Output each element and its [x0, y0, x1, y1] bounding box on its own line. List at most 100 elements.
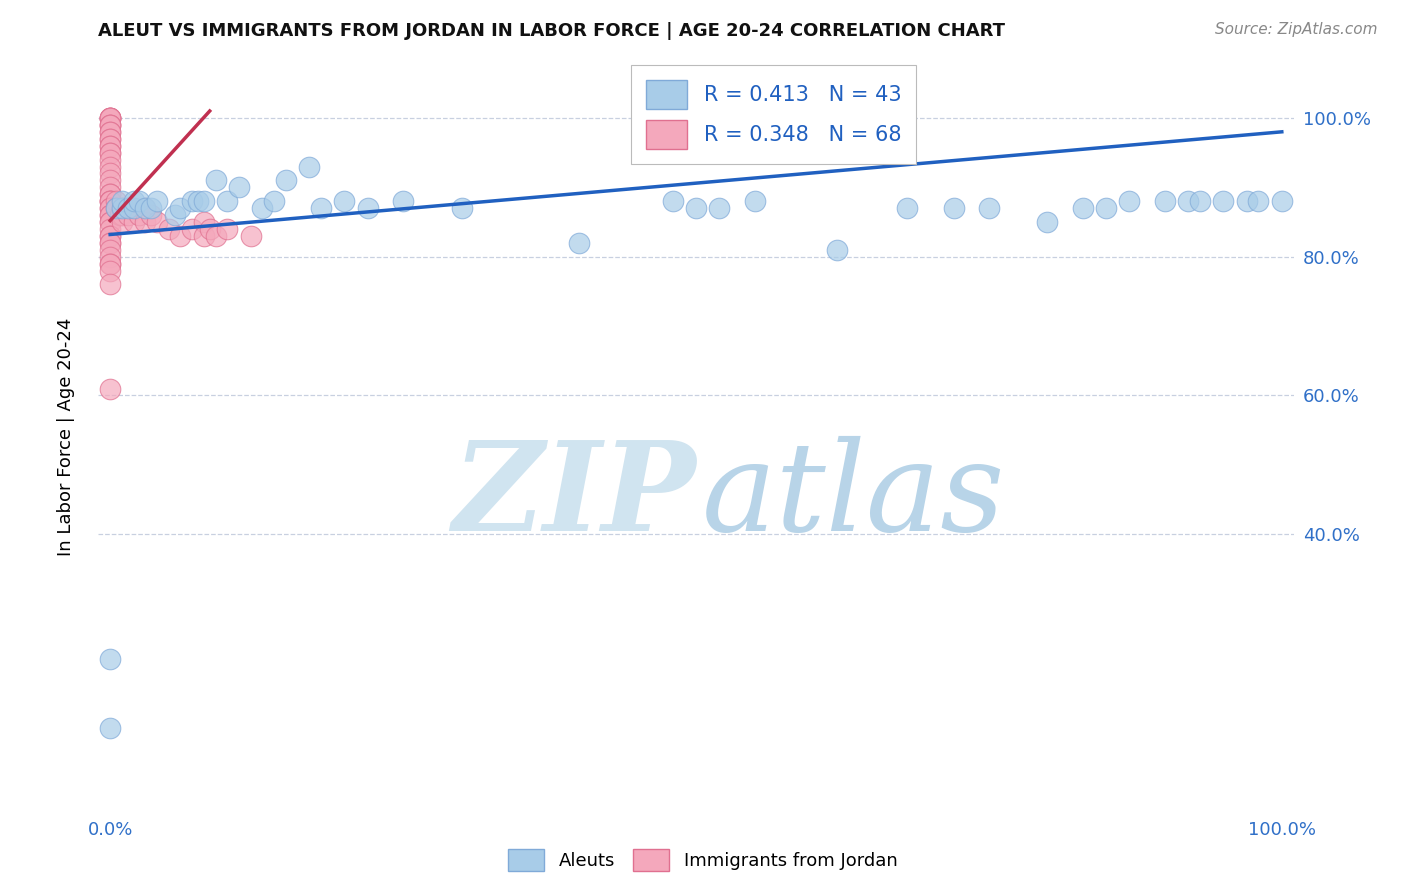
Point: [193, 194, 215, 209]
Point: [98, 201, 121, 215]
Point: [98, 111, 121, 125]
Point: [98, 166, 121, 180]
Point: [111, 194, 134, 209]
Point: [98, 208, 121, 222]
Point: [98, 235, 121, 250]
Point: [98, 187, 121, 202]
Point: [98, 160, 121, 174]
Point: [98, 722, 121, 736]
Point: [98, 153, 121, 167]
Point: [98, 222, 121, 236]
Point: [198, 222, 221, 236]
Text: ZIP: ZIP: [453, 436, 696, 558]
Point: [252, 201, 274, 215]
Point: [98, 118, 121, 132]
Point: [217, 222, 239, 236]
Point: [193, 215, 215, 229]
Y-axis label: In Labor Force | Age 20-24: In Labor Force | Age 20-24: [56, 318, 75, 557]
Point: [98, 228, 121, 243]
Point: [825, 243, 848, 257]
Point: [661, 194, 683, 209]
Point: [98, 111, 121, 125]
Point: [298, 160, 321, 174]
Point: [1236, 194, 1258, 209]
Point: [111, 215, 134, 229]
Point: [1188, 194, 1211, 209]
Point: [134, 201, 156, 215]
Point: [1095, 201, 1118, 215]
Point: [98, 173, 121, 187]
Point: [163, 208, 186, 222]
Point: [263, 194, 285, 209]
Point: [217, 194, 239, 209]
Point: [128, 208, 150, 222]
Point: [228, 180, 250, 194]
Point: [1036, 215, 1059, 229]
Point: [134, 201, 156, 215]
Point: [942, 201, 965, 215]
Point: [98, 132, 121, 146]
Point: [98, 194, 121, 209]
Point: [98, 138, 121, 153]
Point: [744, 194, 766, 209]
Legend: R = 0.413   N = 43, R = 0.348   N = 68: R = 0.413 N = 43, R = 0.348 N = 68: [631, 65, 917, 164]
Point: [122, 215, 145, 229]
Point: [1212, 194, 1234, 209]
Point: [98, 228, 121, 243]
Point: [98, 277, 121, 292]
Point: [105, 194, 128, 209]
Point: [98, 263, 121, 277]
Point: [122, 194, 145, 209]
Point: [98, 235, 121, 250]
Point: [141, 201, 163, 215]
Point: [169, 201, 191, 215]
Point: [141, 208, 163, 222]
Point: [111, 208, 134, 222]
Point: [450, 201, 472, 215]
Point: [187, 194, 209, 209]
Point: [128, 194, 150, 209]
Text: ALEUT VS IMMIGRANTS FROM JORDAN IN LABOR FORCE | AGE 20-24 CORRELATION CHART: ALEUT VS IMMIGRANTS FROM JORDAN IN LABOR…: [98, 22, 1005, 40]
Point: [896, 201, 918, 215]
Point: [146, 215, 169, 229]
Point: [1118, 194, 1140, 209]
Point: [117, 208, 139, 222]
Point: [98, 208, 121, 222]
Point: [98, 132, 121, 146]
Point: [193, 228, 215, 243]
Point: [105, 201, 128, 215]
Point: [98, 180, 121, 194]
Point: [98, 111, 121, 125]
Point: [392, 194, 415, 209]
Point: [204, 228, 226, 243]
Point: [333, 194, 356, 209]
Point: [98, 125, 121, 139]
Point: [111, 201, 134, 215]
Point: [98, 257, 121, 271]
Point: [98, 194, 121, 209]
Point: [117, 201, 139, 215]
Point: [98, 243, 121, 257]
Point: [274, 173, 297, 187]
Point: [98, 201, 121, 215]
Point: [98, 118, 121, 132]
Point: [98, 382, 121, 396]
Point: [169, 228, 191, 243]
Point: [181, 194, 204, 209]
Point: [122, 201, 145, 215]
Point: [122, 201, 145, 215]
Point: [1071, 201, 1094, 215]
Point: [134, 215, 156, 229]
Point: [117, 201, 139, 215]
Legend: Aleuts, Immigrants from Jordan: Aleuts, Immigrants from Jordan: [501, 842, 905, 879]
Point: [709, 201, 731, 215]
Point: [98, 652, 121, 666]
Point: [98, 187, 121, 202]
Point: [357, 201, 380, 215]
Point: [98, 111, 121, 125]
Point: [98, 145, 121, 160]
Point: [146, 194, 169, 209]
Point: [977, 201, 1000, 215]
Point: [204, 173, 226, 187]
Point: [1271, 194, 1294, 209]
